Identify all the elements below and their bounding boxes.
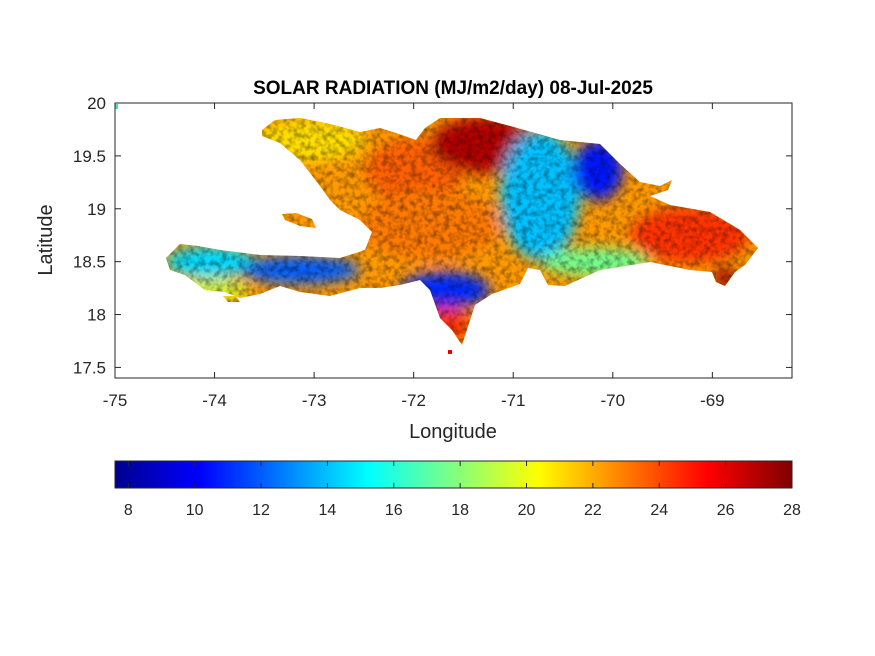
colorbar-tick-label: 20 — [518, 502, 536, 519]
saona-island — [448, 350, 452, 354]
x-tick-label: -69 — [700, 391, 725, 410]
x-tick-marks — [114, 103, 713, 378]
colorbar-tick-label: 16 — [385, 502, 403, 519]
colorbar-gradient — [114, 460, 793, 489]
y-tick-marks — [115, 102, 792, 368]
x-tick-label: -74 — [202, 391, 227, 410]
colorbar-tick-label: 18 — [451, 502, 469, 519]
y-tick-label: 19.5 — [73, 147, 106, 166]
colorbar-tick-label: 10 — [186, 502, 204, 519]
x-tick-label: -72 — [401, 391, 426, 410]
y-tick-label: 17.5 — [73, 358, 106, 377]
colorbar-tick-label: 24 — [650, 502, 668, 519]
x-axis-label: Longitude — [409, 421, 497, 443]
y-tick-label: 18 — [87, 306, 106, 325]
colorbar-tick-label: 14 — [318, 502, 336, 519]
y-axis-label: Latitude — [35, 204, 57, 275]
y-tick-label: 18.5 — [73, 253, 106, 272]
plot-border — [114, 102, 793, 379]
y-tick-label: 19 — [87, 200, 106, 219]
colorbar-tick-labels: 8 10 12 14 16 18 20 22 24 26 28 — [124, 502, 801, 519]
x-tick-labels: -75 -74 -73 -72 -71 -70 -69 — [103, 391, 725, 410]
colorbar-tick-label: 26 — [717, 502, 735, 519]
y-tick-label: 20 — [87, 94, 106, 113]
colorbar-tick-marks — [127, 461, 793, 488]
x-tick-label: -71 — [501, 391, 526, 410]
x-tick-label: -75 — [103, 391, 128, 410]
chart-title: SOLAR RADIATION (MJ/m2/day) 08-Jul-2025 — [253, 78, 653, 99]
plot-area: -75 -74 -73 -72 -71 -70 -69 17.5 18 18.5 19 19.5 20… — [35, 94, 793, 443]
colorbar-tick-label: 12 — [252, 502, 270, 519]
colorbar-tick-label: 28 — [783, 502, 801, 519]
colorbar: 8 10 12 14 16 18 20 22 24 26 28 — [114, 460, 801, 519]
x-tick-label: -70 — [601, 391, 626, 410]
colorbar-tick-label: 8 — [124, 502, 133, 519]
colorbar-tick-label: 22 — [584, 502, 602, 519]
y-tick-labels: 17.5 18 18.5 19 19.5 20 — [73, 94, 106, 377]
x-tick-label: -73 — [302, 391, 327, 410]
stray-pixel — [115, 104, 118, 109]
